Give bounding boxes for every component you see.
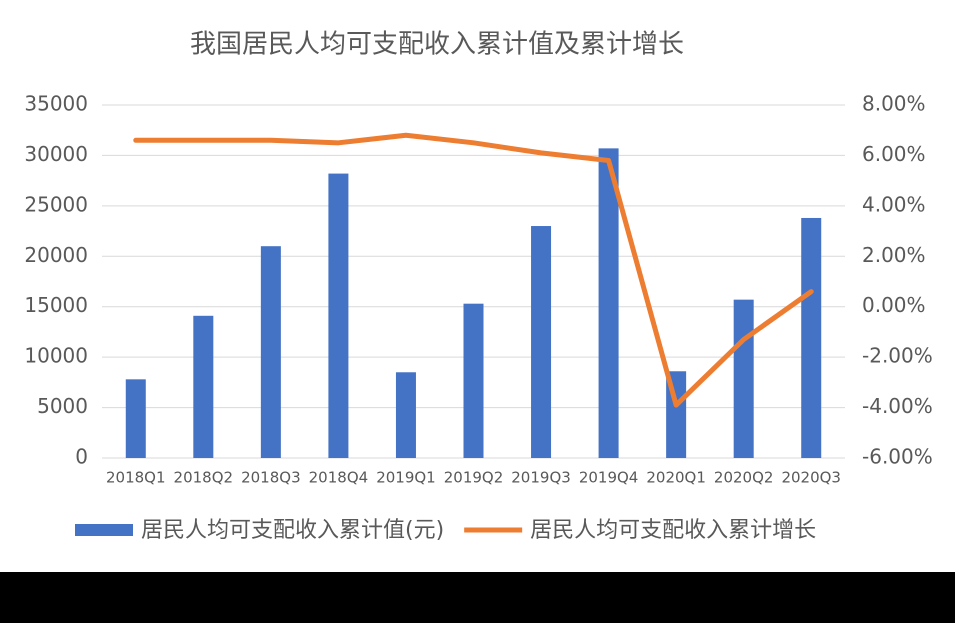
bar <box>801 217 822 458</box>
bar <box>193 315 214 458</box>
x-tick-label: 2018Q3 <box>241 469 301 487</box>
legend-swatch <box>75 524 133 536</box>
bar <box>260 246 281 458</box>
y2-tick-label: -2.00% <box>862 344 933 368</box>
x-tick-label: 2019Q1 <box>376 469 436 487</box>
bar <box>733 299 754 458</box>
bar <box>598 148 619 458</box>
bar <box>125 379 146 458</box>
y2-tick-label: -4.00% <box>862 394 933 418</box>
x-tick-label: 2020Q1 <box>646 469 706 487</box>
legend-label: 居民人均可支配收入累计增长 <box>530 518 816 543</box>
x-tick-label: 2020Q3 <box>781 469 841 487</box>
x-tick-label: 2018Q4 <box>309 469 369 487</box>
y2-tick-label: 2.00% <box>862 243 926 267</box>
bar <box>463 303 484 458</box>
bar <box>328 173 349 458</box>
bar <box>395 372 416 458</box>
x-tick-label: 2020Q2 <box>714 469 774 487</box>
x-tick-label: 2019Q4 <box>579 469 639 487</box>
y2-tick-label: 8.00% <box>862 92 926 116</box>
y-tick-label: 35000 <box>24 92 88 116</box>
y2-tick-label: 4.00% <box>862 192 926 216</box>
x-tick-label: 2019Q3 <box>511 469 571 487</box>
y2-tick-label: 0.00% <box>862 293 926 317</box>
legend-label: 居民人均可支配收入累计值(元) <box>141 518 444 543</box>
y-tick-label: 20000 <box>24 243 88 267</box>
y-tick-label: 10000 <box>24 344 88 368</box>
y-tick-label: 5000 <box>37 394 88 418</box>
y-tick-label: 30000 <box>24 142 88 166</box>
y2-tick-label: 6.00% <box>862 142 926 166</box>
y-tick-label: 25000 <box>24 192 88 216</box>
y2-tick-label: -6.00% <box>862 445 933 469</box>
y-tick-label: 0 <box>75 445 88 469</box>
line <box>133 132 814 408</box>
x-tick-label: 2019Q2 <box>444 469 504 487</box>
bar <box>531 226 552 458</box>
chart-title: 我国居民人均可支配收入累计值及累计增长 <box>190 30 684 60</box>
x-tick-label: 2018Q2 <box>174 469 234 487</box>
x-tick-label: 2018Q1 <box>106 469 166 487</box>
chart-background <box>0 0 955 572</box>
y-tick-label: 15000 <box>24 293 88 317</box>
